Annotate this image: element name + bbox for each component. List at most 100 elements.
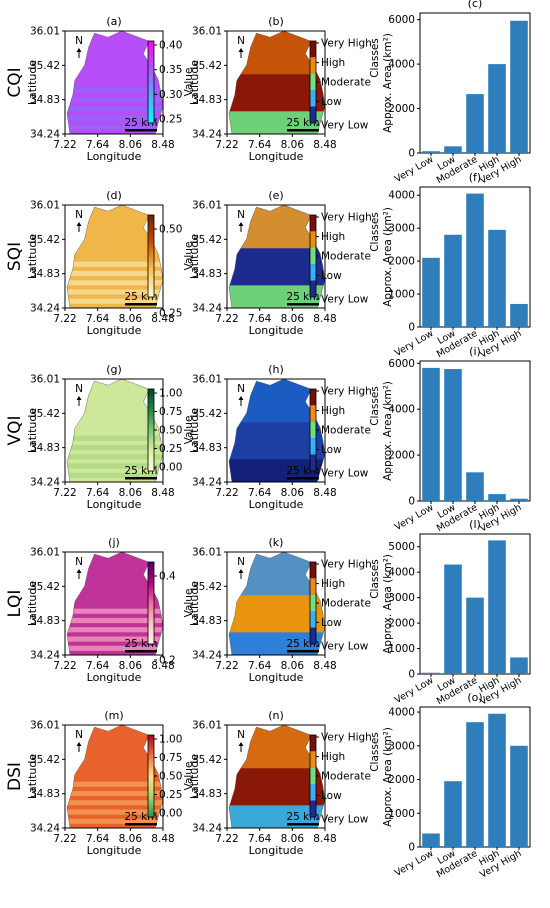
class-swatch [310, 800, 316, 817]
class-map-xtick-label: 8.48 [313, 660, 336, 672]
class-swatch [310, 90, 316, 107]
index-map-ytick-label: 35.42 [30, 754, 60, 766]
scale-bar [125, 650, 157, 653]
colorbar-tick-label: 1.00 [159, 734, 182, 746]
class-map-ytick-label: 36.01 [192, 374, 222, 386]
class-name-label: High [321, 231, 345, 243]
colorbar-tick-label: 0.35 [159, 64, 182, 76]
class-swatch [310, 627, 316, 644]
class-swatch [310, 421, 316, 439]
map-band [67, 617, 163, 624]
class-swatch [310, 41, 316, 58]
class-name-label: Very Low [321, 468, 369, 480]
class-map-xtick-label: 8.48 [313, 139, 336, 151]
bar [444, 564, 462, 674]
bar-xlabel: Classes [369, 559, 381, 599]
bar [422, 257, 440, 327]
class-name-label: High [321, 751, 345, 763]
class-name-label: Low [321, 270, 342, 282]
class-zone-lower [229, 459, 325, 482]
colorbar [147, 561, 155, 645]
north-label: N [237, 556, 245, 568]
class-map-xtick-label: 7.22 [215, 487, 238, 499]
class-name-label: Moderate [321, 598, 371, 610]
colorbar-label: Value [183, 68, 195, 97]
index-map-xtick-label: 8.06 [119, 313, 143, 325]
study-area-outline [66, 204, 164, 309]
index-map-xtick-label: 8.48 [151, 313, 174, 325]
class-map-ytick-label: 34.24 [192, 303, 222, 315]
bar [444, 781, 462, 847]
bar [510, 20, 528, 154]
class-map-ytick-label: 36.01 [192, 200, 222, 212]
scale-bar [125, 477, 157, 480]
colorbar [147, 734, 155, 818]
map-ylabel: Latitude [26, 60, 39, 106]
index-map-ytick-label: 34.24 [30, 477, 60, 489]
class-map-ytick-label: 34.83 [192, 442, 222, 454]
bar-ytick-label: 2000 [388, 450, 415, 462]
panel-label: (e) [268, 189, 283, 202]
bar-ytick-label: 2000 [388, 256, 415, 268]
class-name-label: Very High [321, 212, 372, 224]
panel-label: (h) [268, 363, 284, 376]
colorbar-tick-label: 1.00 [159, 388, 182, 400]
north-arrowhead-icon [76, 396, 82, 400]
class-map-xtick-label: 8.48 [313, 313, 336, 325]
north-arrowhead-icon [238, 396, 244, 400]
class-map-ylabel: Latitude [188, 60, 201, 106]
class-name-label: Very Low [321, 641, 369, 653]
row-cqi: CQI Latitude Latitude(a)36.0135.4234.8334.… [5, 0, 531, 187]
index-map-xtick-label: 8.48 [151, 660, 174, 672]
north-label: N [237, 209, 245, 221]
panel-label: (k) [269, 536, 284, 549]
scale-bar [125, 303, 157, 306]
bar-ylabel: Approx. Area (km²) [382, 554, 394, 654]
north-label: N [75, 35, 83, 47]
bar-xlabel: Classes [369, 386, 381, 426]
north-arrowhead-icon [238, 742, 244, 746]
north-arrowhead-icon [76, 569, 82, 573]
bar-ytick-label: 4000 [388, 707, 415, 719]
colorbar-tick-label: 0.75 [159, 752, 182, 764]
bar-ytick-label: 6000 [388, 14, 415, 26]
class-name-label: Low [321, 444, 342, 456]
index-map-xtick-label: 7.64 [86, 487, 110, 499]
class-zone-lower [229, 632, 325, 655]
index-map-ytick-label: 35.42 [30, 60, 60, 72]
bar [510, 657, 528, 674]
bar-ytick-label: 2000 [388, 774, 415, 786]
map-band [67, 790, 163, 797]
class-zone-lower [229, 285, 325, 308]
class-map-ylabel: Latitude [188, 754, 201, 800]
map-band [67, 645, 163, 651]
index-map-frame [64, 204, 164, 309]
index-map-xtick-label: 7.64 [86, 139, 110, 151]
colorbar-tick-label: 0.50 [159, 224, 182, 236]
row-lqi: LQI Latitude Latitude(j)36.0135.4234.8334.… [5, 518, 531, 708]
class-swatch [310, 231, 316, 248]
bar-ytick-label: 0 [408, 148, 415, 160]
class-name-label: Low [321, 96, 342, 108]
map-texture [67, 435, 163, 478]
class-swatch [310, 578, 316, 595]
row-index-label: SQI [5, 242, 25, 271]
class-map-ytick-label: 34.83 [192, 268, 222, 280]
panel-label: (i) [469, 345, 481, 358]
bar-ytick-label: 0 [408, 496, 415, 508]
class-map-frame [226, 378, 326, 483]
index-map-ytick-label: 35.42 [30, 234, 60, 246]
bar [466, 722, 484, 847]
map-band [67, 800, 163, 806]
colorbar-tick-label: 0.00 [159, 808, 182, 820]
row-sqi: SQI Latitude Latitude(d)36.0135.4234.8334.… [5, 171, 531, 361]
index-map-xtick-label: 8.48 [151, 139, 174, 151]
class-map-panel: (h) 36.01 35.42 34.83 34.247.22 7.64 8.06 8.48 L… [192, 363, 372, 511]
map-band [67, 435, 163, 441]
class-area-outline [228, 378, 326, 483]
bar [488, 229, 506, 327]
scale-bar [125, 823, 157, 826]
class-map-xtick-label: 8.06 [281, 313, 305, 325]
